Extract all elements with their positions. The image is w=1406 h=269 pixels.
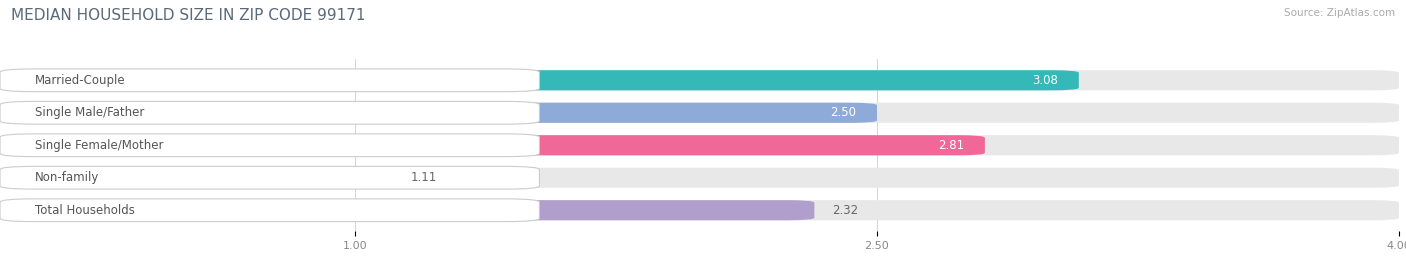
- FancyBboxPatch shape: [7, 168, 394, 188]
- FancyBboxPatch shape: [0, 101, 540, 124]
- Text: Source: ZipAtlas.com: Source: ZipAtlas.com: [1284, 8, 1395, 18]
- FancyBboxPatch shape: [7, 168, 1399, 188]
- Text: 2.50: 2.50: [830, 106, 856, 119]
- FancyBboxPatch shape: [0, 166, 540, 189]
- Text: Single Male/Father: Single Male/Father: [35, 106, 145, 119]
- Text: Non-family: Non-family: [35, 171, 100, 184]
- FancyBboxPatch shape: [0, 199, 540, 222]
- Text: 2.81: 2.81: [938, 139, 965, 152]
- Text: 1.11: 1.11: [411, 171, 437, 184]
- FancyBboxPatch shape: [7, 103, 877, 123]
- FancyBboxPatch shape: [0, 134, 540, 157]
- FancyBboxPatch shape: [7, 70, 1399, 90]
- Text: Married-Couple: Married-Couple: [35, 74, 125, 87]
- Text: 3.08: 3.08: [1032, 74, 1057, 87]
- Text: 2.32: 2.32: [832, 204, 858, 217]
- FancyBboxPatch shape: [7, 200, 814, 220]
- Text: MEDIAN HOUSEHOLD SIZE IN ZIP CODE 99171: MEDIAN HOUSEHOLD SIZE IN ZIP CODE 99171: [11, 8, 366, 23]
- Text: Total Households: Total Households: [35, 204, 135, 217]
- FancyBboxPatch shape: [7, 103, 1399, 123]
- FancyBboxPatch shape: [7, 135, 1399, 155]
- FancyBboxPatch shape: [7, 200, 1399, 220]
- FancyBboxPatch shape: [0, 69, 540, 92]
- FancyBboxPatch shape: [7, 70, 1078, 90]
- Text: Single Female/Mother: Single Female/Mother: [35, 139, 163, 152]
- FancyBboxPatch shape: [7, 135, 984, 155]
